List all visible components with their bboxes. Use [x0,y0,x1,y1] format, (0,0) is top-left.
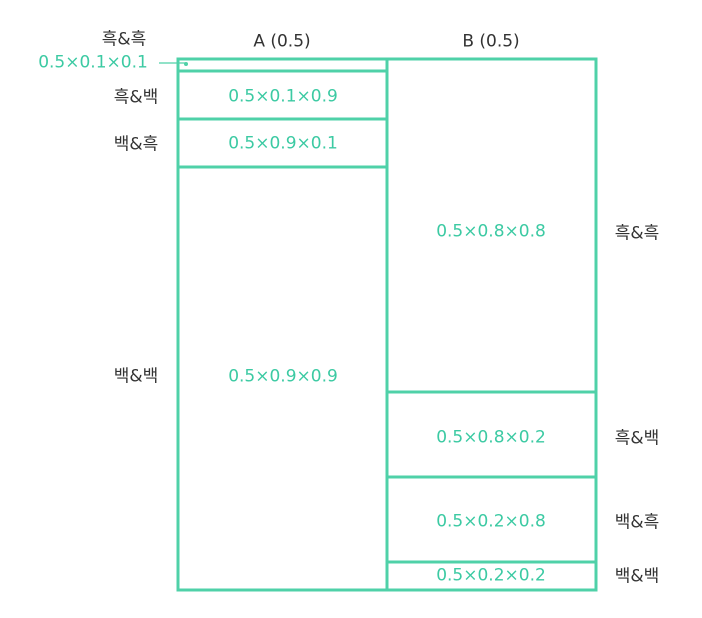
leader-dot [184,62,188,66]
col-b-cell-3-value: 0.5×0.2×0.8 [436,511,546,532]
col-a-cell-3-value: 0.5×0.9×0.1 [228,133,338,154]
col-a-cell-3-label: 백&흑 [113,134,159,155]
col-a-cell-1-label: 흑&흑 [101,29,147,50]
col-a-cell-4-value: 0.5×0.9×0.9 [228,366,338,387]
col-b-cell-4-value: 0.5×0.2×0.2 [436,565,546,586]
col-a-cell-2-label: 흑&백 [113,87,159,108]
col-a-cell-1-value: 0.5×0.1×0.1 [38,52,148,73]
header-col-b: B (0.5) [462,31,520,52]
col-b-cell-3-label: 백&흑 [614,512,660,533]
col-b-cell-1-value: 0.5×0.8×0.8 [436,221,546,242]
col-a-cell-4-label: 백&백 [113,366,159,387]
col-a-cell-2-value: 0.5×0.1×0.9 [228,86,338,107]
col-b-cell-1-label: 흑&흑 [614,223,660,244]
col-b-cell-4-label: 백&백 [614,566,660,587]
col-b-cell-2-value: 0.5×0.8×0.2 [436,427,546,448]
col-b-cell-2-label: 흑&백 [614,428,660,449]
header-col-a: A (0.5) [253,31,311,52]
